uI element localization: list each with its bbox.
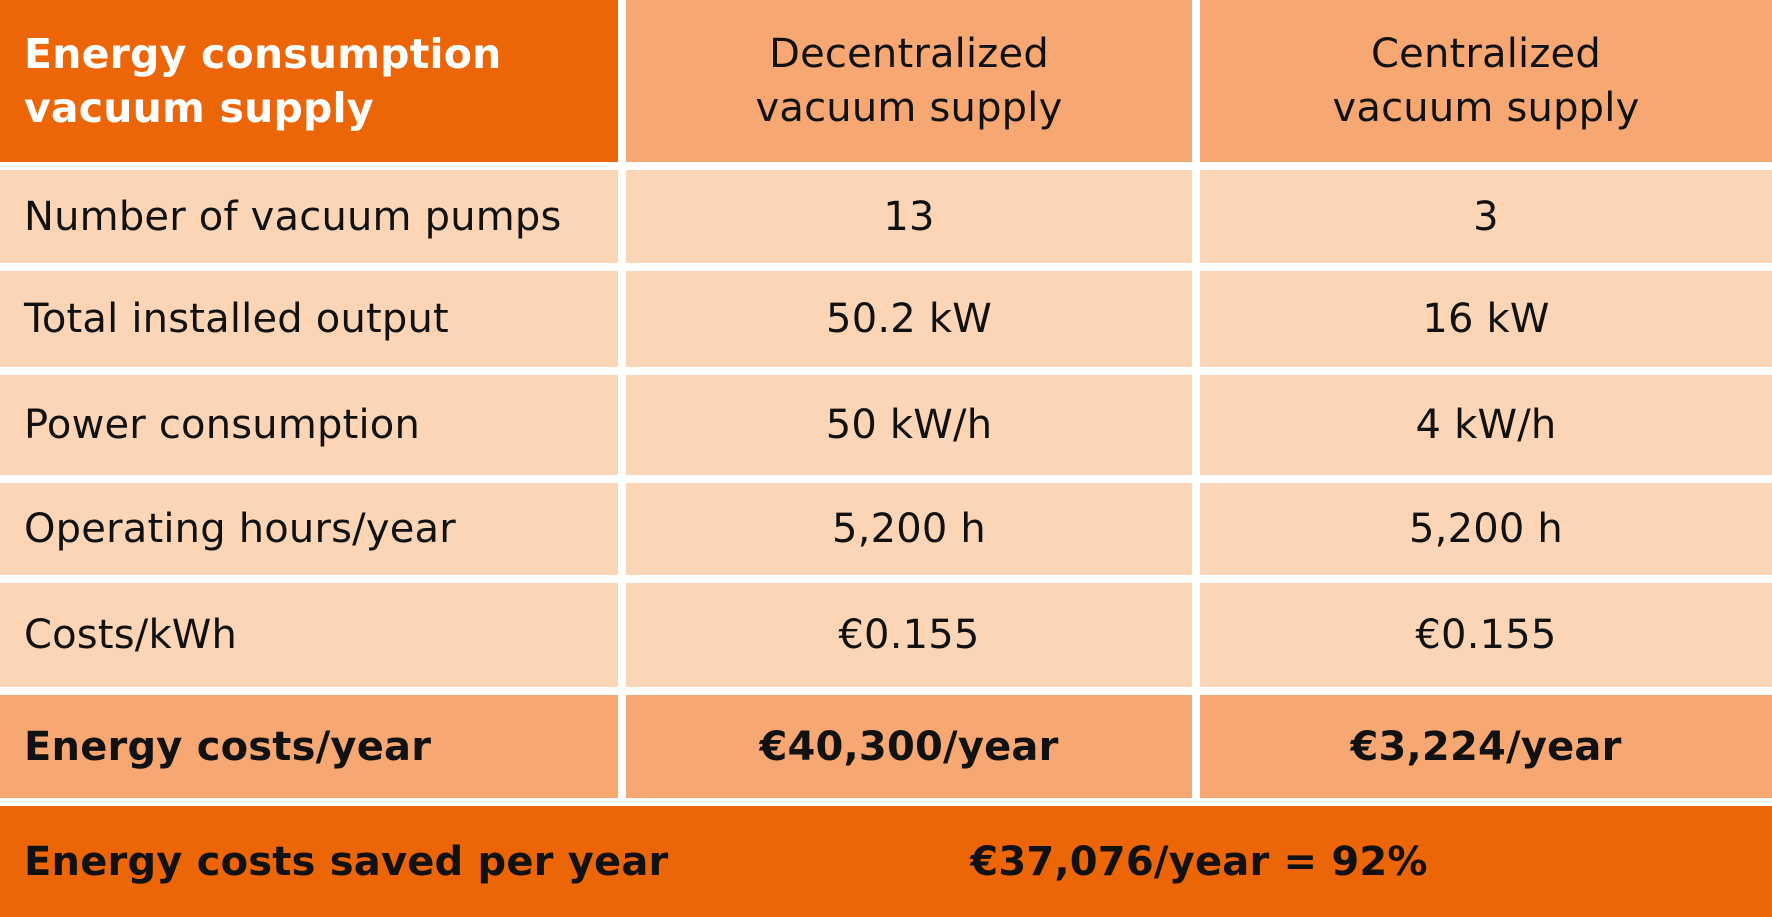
row-value-centralized: 5,200 h <box>1200 483 1772 575</box>
savings-label: Energy costs saved per year <box>24 838 669 885</box>
totals-value-decentralized: €40,300/year <box>626 695 1192 798</box>
row-value-decentralized: 50 kW/h <box>626 375 1192 475</box>
column-header-centralized-line2: vacuum supply <box>1332 85 1640 131</box>
row-value-decentralized: 50.2 kW <box>626 271 1192 367</box>
table-title: Energy consumption vacuum supply <box>24 27 502 135</box>
savings-value: €37,076/year = 92% <box>970 838 1428 885</box>
row-label: Number of vacuum pumps <box>0 170 618 263</box>
totals-value-centralized: €3,224/year <box>1200 695 1772 798</box>
row-value-decentralized: €0.155 <box>626 583 1192 687</box>
row-value-decentralized: 5,200 h <box>626 483 1192 575</box>
row-value-centralized: €0.155 <box>1200 583 1772 687</box>
column-header-decentralized-line1: Decentralized <box>769 31 1049 77</box>
row-value-centralized: 4 kW/h <box>1200 375 1772 475</box>
row-label: Total installed output <box>0 271 618 367</box>
table-title-line2: vacuum supply <box>24 84 374 132</box>
row-value-centralized: 3 <box>1200 170 1772 263</box>
column-header-centralized: Centralized vacuum supply <box>1200 0 1772 162</box>
row-value-centralized: 16 kW <box>1200 271 1772 367</box>
table-title-cell: Energy consumption vacuum supply <box>0 0 618 162</box>
column-header-centralized-line1: Centralized <box>1371 31 1601 77</box>
row-label: Power consumption <box>0 375 618 475</box>
row-value-decentralized: 13 <box>626 170 1192 263</box>
row-label: Costs/kWh <box>0 583 618 687</box>
column-header-decentralized: Decentralized vacuum supply <box>626 0 1192 162</box>
column-header-decentralized-line2: vacuum supply <box>755 85 1063 131</box>
table-title-line1: Energy consumption <box>24 30 502 78</box>
row-label: Operating hours/year <box>0 483 618 575</box>
savings-row: Energy costs saved per year €37,076/year… <box>0 806 1772 917</box>
totals-label: Energy costs/year <box>0 695 618 798</box>
